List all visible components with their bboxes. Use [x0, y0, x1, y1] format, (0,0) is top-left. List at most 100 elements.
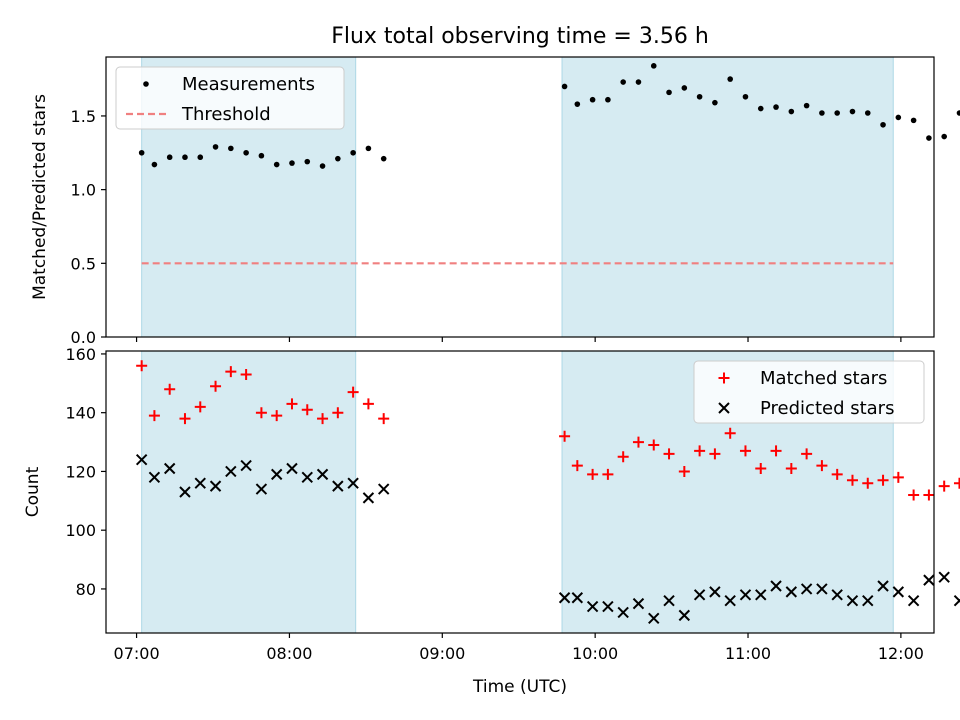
matched-stars-point	[709, 448, 721, 460]
predicted-stars-point	[770, 580, 782, 592]
matched-stars-point	[317, 413, 329, 425]
predicted-stars-point	[724, 594, 736, 607]
predicted-stars-point	[163, 462, 176, 475]
x-tick-label: 11:00	[725, 644, 771, 663]
measurements-point	[605, 96, 611, 103]
ratio-axes-frame	[105, 56, 935, 338]
matched-stars-point	[332, 407, 344, 419]
ratio-y-tick-label: 0.5	[71, 254, 96, 273]
measurements-point	[380, 155, 387, 162]
predicted-stars-point	[709, 586, 721, 598]
measurements-point	[574, 101, 581, 107]
measurements-point	[151, 161, 158, 168]
measurements-point	[757, 105, 764, 112]
matched-stars-point	[648, 439, 660, 451]
predicted-stars-point	[179, 486, 191, 498]
matched-stars-point	[923, 489, 935, 501]
predicted-stars-point	[800, 583, 813, 595]
predicted-stars-point	[831, 589, 843, 601]
count-observing-window-0	[141, 351, 356, 633]
predicted-stars-point	[301, 471, 313, 484]
ratio-legend: Measurements Threshold	[115, 66, 345, 130]
matched-stars-legend-label: Matched stars	[760, 368, 887, 389]
matched-stars-point	[785, 463, 797, 474]
x-tick-label: 08:00	[266, 644, 312, 663]
measurements-point	[849, 108, 856, 115]
count-axes-frame	[105, 350, 935, 634]
ratio-y-tick-label: 0.0	[71, 328, 96, 347]
measurements-point	[365, 145, 372, 152]
predicted-stars-point	[286, 462, 298, 475]
threshold-legend-label: Threshold	[181, 104, 271, 125]
chart-title: Flux total observing time = 3.56 h	[331, 24, 709, 49]
measurements-point	[880, 121, 886, 128]
measurements-point	[212, 144, 219, 150]
matched-stars-point	[846, 474, 858, 486]
matched-stars-point	[739, 445, 751, 457]
measurements-point	[273, 161, 280, 168]
matched-stars-point	[831, 468, 843, 480]
matched-stars-point	[724, 427, 736, 439]
predicted-stars-legend-swatch	[718, 402, 730, 414]
matched-stars-point	[164, 383, 176, 395]
matched-stars-point	[194, 401, 206, 413]
matched-stars-point	[678, 465, 690, 477]
matched-stars-point	[286, 398, 298, 410]
matched-stars-point	[770, 445, 782, 457]
measurements-point	[803, 102, 810, 109]
x-tick-label: 10:00	[572, 644, 618, 663]
measurements-point	[589, 96, 596, 103]
matched-stars-point	[938, 480, 950, 492]
predicted-stars-point	[571, 592, 584, 604]
predicted-stars-point	[135, 453, 148, 466]
measurements-point	[864, 110, 871, 116]
matched-stars-point	[908, 489, 920, 501]
count-y-tick-label: 100	[65, 521, 96, 540]
predicted-stars-point	[602, 600, 614, 613]
measurements-point	[712, 99, 718, 106]
predicted-stars-point	[148, 471, 161, 484]
matched-stars-point	[587, 468, 599, 480]
predicted-stars-point	[938, 571, 950, 583]
matched-stars-point	[617, 451, 629, 463]
predicted-stars-point	[877, 580, 889, 592]
matched-stars-point	[663, 448, 675, 460]
measurements-legend-label: Measurements	[182, 74, 315, 95]
predicted-stars-point	[225, 465, 237, 478]
measurements-point	[910, 117, 917, 124]
predicted-stars-point	[953, 594, 960, 607]
measurements-point	[166, 154, 173, 161]
predicted-stars-point	[693, 589, 706, 601]
measurements-point	[620, 79, 626, 85]
predicted-stars-point	[846, 594, 859, 607]
predicted-stars-point	[785, 586, 798, 598]
matched-stars-point	[953, 477, 960, 489]
x-tick-label: 09:00	[419, 644, 465, 663]
matched-stars-point	[559, 430, 571, 442]
predicted-stars-point	[663, 594, 675, 607]
ratio-panel: 0.0 0.5 1.0 1.5 Matched/Predicted stars Measu…	[30, 56, 960, 347]
measurements-point	[956, 110, 960, 116]
matched-stars-point	[255, 407, 267, 419]
measurements-point	[138, 149, 145, 156]
predicted-stars-point	[907, 594, 920, 607]
ratio-y-tick-label: 1.5	[71, 107, 96, 126]
legend-box	[115, 66, 345, 130]
measurements-point	[304, 158, 311, 165]
measurements-point	[926, 135, 932, 141]
measurements-point	[228, 145, 234, 152]
matched-stars-point	[271, 410, 283, 422]
predicted-stars-point	[209, 480, 222, 492]
matched-stars-point	[210, 380, 222, 392]
matched-stars-legend-swatch	[718, 372, 730, 384]
predicted-stars-point	[739, 589, 752, 601]
matched-stars-point	[755, 463, 767, 474]
matched-stars-point	[136, 360, 148, 372]
measurements-point	[182, 154, 188, 161]
predicted-stars-point	[270, 468, 283, 481]
matched-stars-point	[816, 460, 828, 472]
measurements-point	[319, 163, 326, 169]
predicted-stars-point	[648, 612, 660, 625]
count-y-tick-label: 80	[76, 580, 96, 599]
predicted-stars-point	[240, 459, 252, 472]
